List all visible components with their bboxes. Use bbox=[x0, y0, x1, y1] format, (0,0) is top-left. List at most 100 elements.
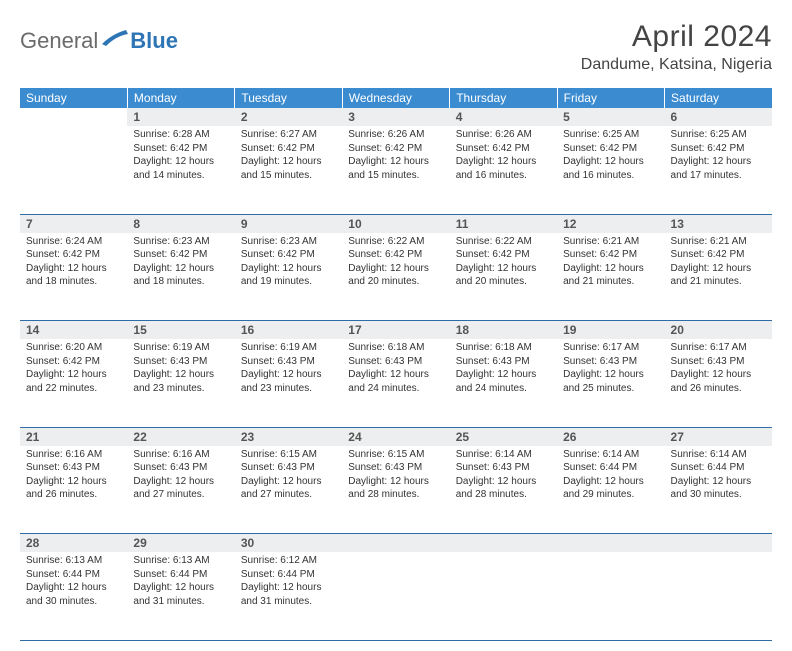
daylight-line: Daylight: 12 hours and 17 minutes. bbox=[671, 155, 766, 182]
day-details: Sunrise: 6:15 AMSunset: 6:43 PMDaylight:… bbox=[342, 446, 449, 506]
day-number-cell: 7 bbox=[20, 214, 127, 233]
day-number: 28 bbox=[20, 534, 127, 552]
day-cell: Sunrise: 6:19 AMSunset: 6:43 PMDaylight:… bbox=[235, 339, 342, 427]
sunset-line: Sunset: 6:42 PM bbox=[563, 142, 658, 156]
day-number-cell: 10 bbox=[342, 214, 449, 233]
daylight-line: Daylight: 12 hours and 15 minutes. bbox=[241, 155, 336, 182]
day-number: 18 bbox=[450, 321, 557, 339]
sunrise-line: Sunrise: 6:22 AM bbox=[348, 235, 443, 249]
daylight-line: Daylight: 12 hours and 27 minutes. bbox=[133, 475, 228, 502]
sunrise-line: Sunrise: 6:27 AM bbox=[241, 128, 336, 142]
day-details: Sunrise: 6:17 AMSunset: 6:43 PMDaylight:… bbox=[557, 339, 664, 399]
day-details: Sunrise: 6:13 AMSunset: 6:44 PMDaylight:… bbox=[127, 552, 234, 612]
week-row: Sunrise: 6:28 AMSunset: 6:42 PMDaylight:… bbox=[20, 126, 772, 214]
day-number-cell: 8 bbox=[127, 214, 234, 233]
daylight-line: Daylight: 12 hours and 21 minutes. bbox=[671, 262, 766, 289]
sunset-line: Sunset: 6:42 PM bbox=[241, 248, 336, 262]
sunset-line: Sunset: 6:42 PM bbox=[456, 248, 551, 262]
day-details: Sunrise: 6:26 AMSunset: 6:42 PMDaylight:… bbox=[450, 126, 557, 186]
day-cell: Sunrise: 6:16 AMSunset: 6:43 PMDaylight:… bbox=[20, 446, 127, 534]
daylight-line: Daylight: 12 hours and 18 minutes. bbox=[26, 262, 121, 289]
day-number-cell: 28 bbox=[20, 534, 127, 553]
day-details: Sunrise: 6:16 AMSunset: 6:43 PMDaylight:… bbox=[20, 446, 127, 506]
day-cell: Sunrise: 6:18 AMSunset: 6:43 PMDaylight:… bbox=[450, 339, 557, 427]
day-cell: Sunrise: 6:17 AMSunset: 6:43 PMDaylight:… bbox=[557, 339, 664, 427]
day-number-cell: 26 bbox=[557, 427, 664, 446]
day-details: Sunrise: 6:16 AMSunset: 6:43 PMDaylight:… bbox=[127, 446, 234, 506]
day-details: Sunrise: 6:26 AMSunset: 6:42 PMDaylight:… bbox=[342, 126, 449, 186]
day-number-cell: 21 bbox=[20, 427, 127, 446]
day-cell: Sunrise: 6:25 AMSunset: 6:42 PMDaylight:… bbox=[557, 126, 664, 214]
sunset-line: Sunset: 6:42 PM bbox=[241, 142, 336, 156]
day-number-cell: 11 bbox=[450, 214, 557, 233]
day-number: 7 bbox=[20, 215, 127, 233]
day-cell bbox=[557, 552, 664, 640]
day-cell: Sunrise: 6:28 AMSunset: 6:42 PMDaylight:… bbox=[127, 126, 234, 214]
day-number-cell: 2 bbox=[235, 108, 342, 126]
daylight-line: Daylight: 12 hours and 26 minutes. bbox=[671, 368, 766, 395]
week-row: Sunrise: 6:20 AMSunset: 6:42 PMDaylight:… bbox=[20, 339, 772, 427]
sunrise-line: Sunrise: 6:25 AM bbox=[563, 128, 658, 142]
daylight-line: Daylight: 12 hours and 30 minutes. bbox=[671, 475, 766, 502]
day-number-cell: 4 bbox=[450, 108, 557, 126]
sunrise-line: Sunrise: 6:26 AM bbox=[456, 128, 551, 142]
week-row: Sunrise: 6:24 AMSunset: 6:42 PMDaylight:… bbox=[20, 233, 772, 321]
daylight-line: Daylight: 12 hours and 28 minutes. bbox=[456, 475, 551, 502]
day-cell: Sunrise: 6:26 AMSunset: 6:42 PMDaylight:… bbox=[342, 126, 449, 214]
daylight-line: Daylight: 12 hours and 19 minutes. bbox=[241, 262, 336, 289]
day-number-cell: 3 bbox=[342, 108, 449, 126]
sunrise-line: Sunrise: 6:13 AM bbox=[26, 554, 121, 568]
sunset-line: Sunset: 6:44 PM bbox=[563, 461, 658, 475]
day-number-cell: 18 bbox=[450, 321, 557, 340]
title-block: April 2024 Dandume, Katsina, Nigeria bbox=[581, 20, 772, 74]
day-header: Sunday bbox=[20, 88, 127, 108]
day-number-cell: 23 bbox=[235, 427, 342, 446]
day-cell: Sunrise: 6:27 AMSunset: 6:42 PMDaylight:… bbox=[235, 126, 342, 214]
daylight-line: Daylight: 12 hours and 15 minutes. bbox=[348, 155, 443, 182]
daynum-row: 14151617181920 bbox=[20, 321, 772, 340]
sunrise-line: Sunrise: 6:17 AM bbox=[671, 341, 766, 355]
day-details: Sunrise: 6:28 AMSunset: 6:42 PMDaylight:… bbox=[127, 126, 234, 186]
sunset-line: Sunset: 6:42 PM bbox=[348, 142, 443, 156]
day-details: Sunrise: 6:12 AMSunset: 6:44 PMDaylight:… bbox=[235, 552, 342, 612]
day-details: Sunrise: 6:22 AMSunset: 6:42 PMDaylight:… bbox=[342, 233, 449, 293]
day-number: 10 bbox=[342, 215, 449, 233]
day-details: Sunrise: 6:17 AMSunset: 6:43 PMDaylight:… bbox=[665, 339, 772, 399]
day-number: 1 bbox=[127, 108, 234, 126]
brand-part1: General bbox=[20, 28, 98, 54]
day-details: Sunrise: 6:23 AMSunset: 6:42 PMDaylight:… bbox=[127, 233, 234, 293]
day-number: 20 bbox=[665, 321, 772, 339]
day-number: 6 bbox=[665, 108, 772, 126]
day-cell: Sunrise: 6:26 AMSunset: 6:42 PMDaylight:… bbox=[450, 126, 557, 214]
daynum-row: 21222324252627 bbox=[20, 427, 772, 446]
day-cell: Sunrise: 6:15 AMSunset: 6:43 PMDaylight:… bbox=[342, 446, 449, 534]
day-details: Sunrise: 6:13 AMSunset: 6:44 PMDaylight:… bbox=[20, 552, 127, 612]
calendar-grid: SundayMondayTuesdayWednesdayThursdayFrid… bbox=[20, 88, 772, 641]
day-number: 22 bbox=[127, 428, 234, 446]
sunrise-line: Sunrise: 6:22 AM bbox=[456, 235, 551, 249]
daylight-line: Daylight: 12 hours and 31 minutes. bbox=[133, 581, 228, 608]
calendar-body: 123456Sunrise: 6:28 AMSunset: 6:42 PMDay… bbox=[20, 108, 772, 640]
sunrise-line: Sunrise: 6:21 AM bbox=[563, 235, 658, 249]
week-row: Sunrise: 6:13 AMSunset: 6:44 PMDaylight:… bbox=[20, 552, 772, 640]
day-number: 19 bbox=[557, 321, 664, 339]
day-number: 8 bbox=[127, 215, 234, 233]
sunrise-line: Sunrise: 6:19 AM bbox=[133, 341, 228, 355]
sunset-line: Sunset: 6:43 PM bbox=[671, 355, 766, 369]
sunrise-line: Sunrise: 6:15 AM bbox=[348, 448, 443, 462]
sunrise-line: Sunrise: 6:28 AM bbox=[133, 128, 228, 142]
sunrise-line: Sunrise: 6:19 AM bbox=[241, 341, 336, 355]
sunset-line: Sunset: 6:42 PM bbox=[348, 248, 443, 262]
day-cell: Sunrise: 6:25 AMSunset: 6:42 PMDaylight:… bbox=[665, 126, 772, 214]
sunset-line: Sunset: 6:43 PM bbox=[241, 461, 336, 475]
day-header: Friday bbox=[557, 88, 664, 108]
sunrise-line: Sunrise: 6:18 AM bbox=[348, 341, 443, 355]
sunset-line: Sunset: 6:43 PM bbox=[348, 461, 443, 475]
day-number-cell: 22 bbox=[127, 427, 234, 446]
calendar-page: General Blue April 2024 Dandume, Katsina… bbox=[0, 0, 792, 651]
day-header-row: SundayMondayTuesdayWednesdayThursdayFrid… bbox=[20, 88, 772, 108]
daylight-line: Daylight: 12 hours and 16 minutes. bbox=[563, 155, 658, 182]
sunrise-line: Sunrise: 6:25 AM bbox=[671, 128, 766, 142]
day-details: Sunrise: 6:21 AMSunset: 6:42 PMDaylight:… bbox=[665, 233, 772, 293]
day-header: Monday bbox=[127, 88, 234, 108]
